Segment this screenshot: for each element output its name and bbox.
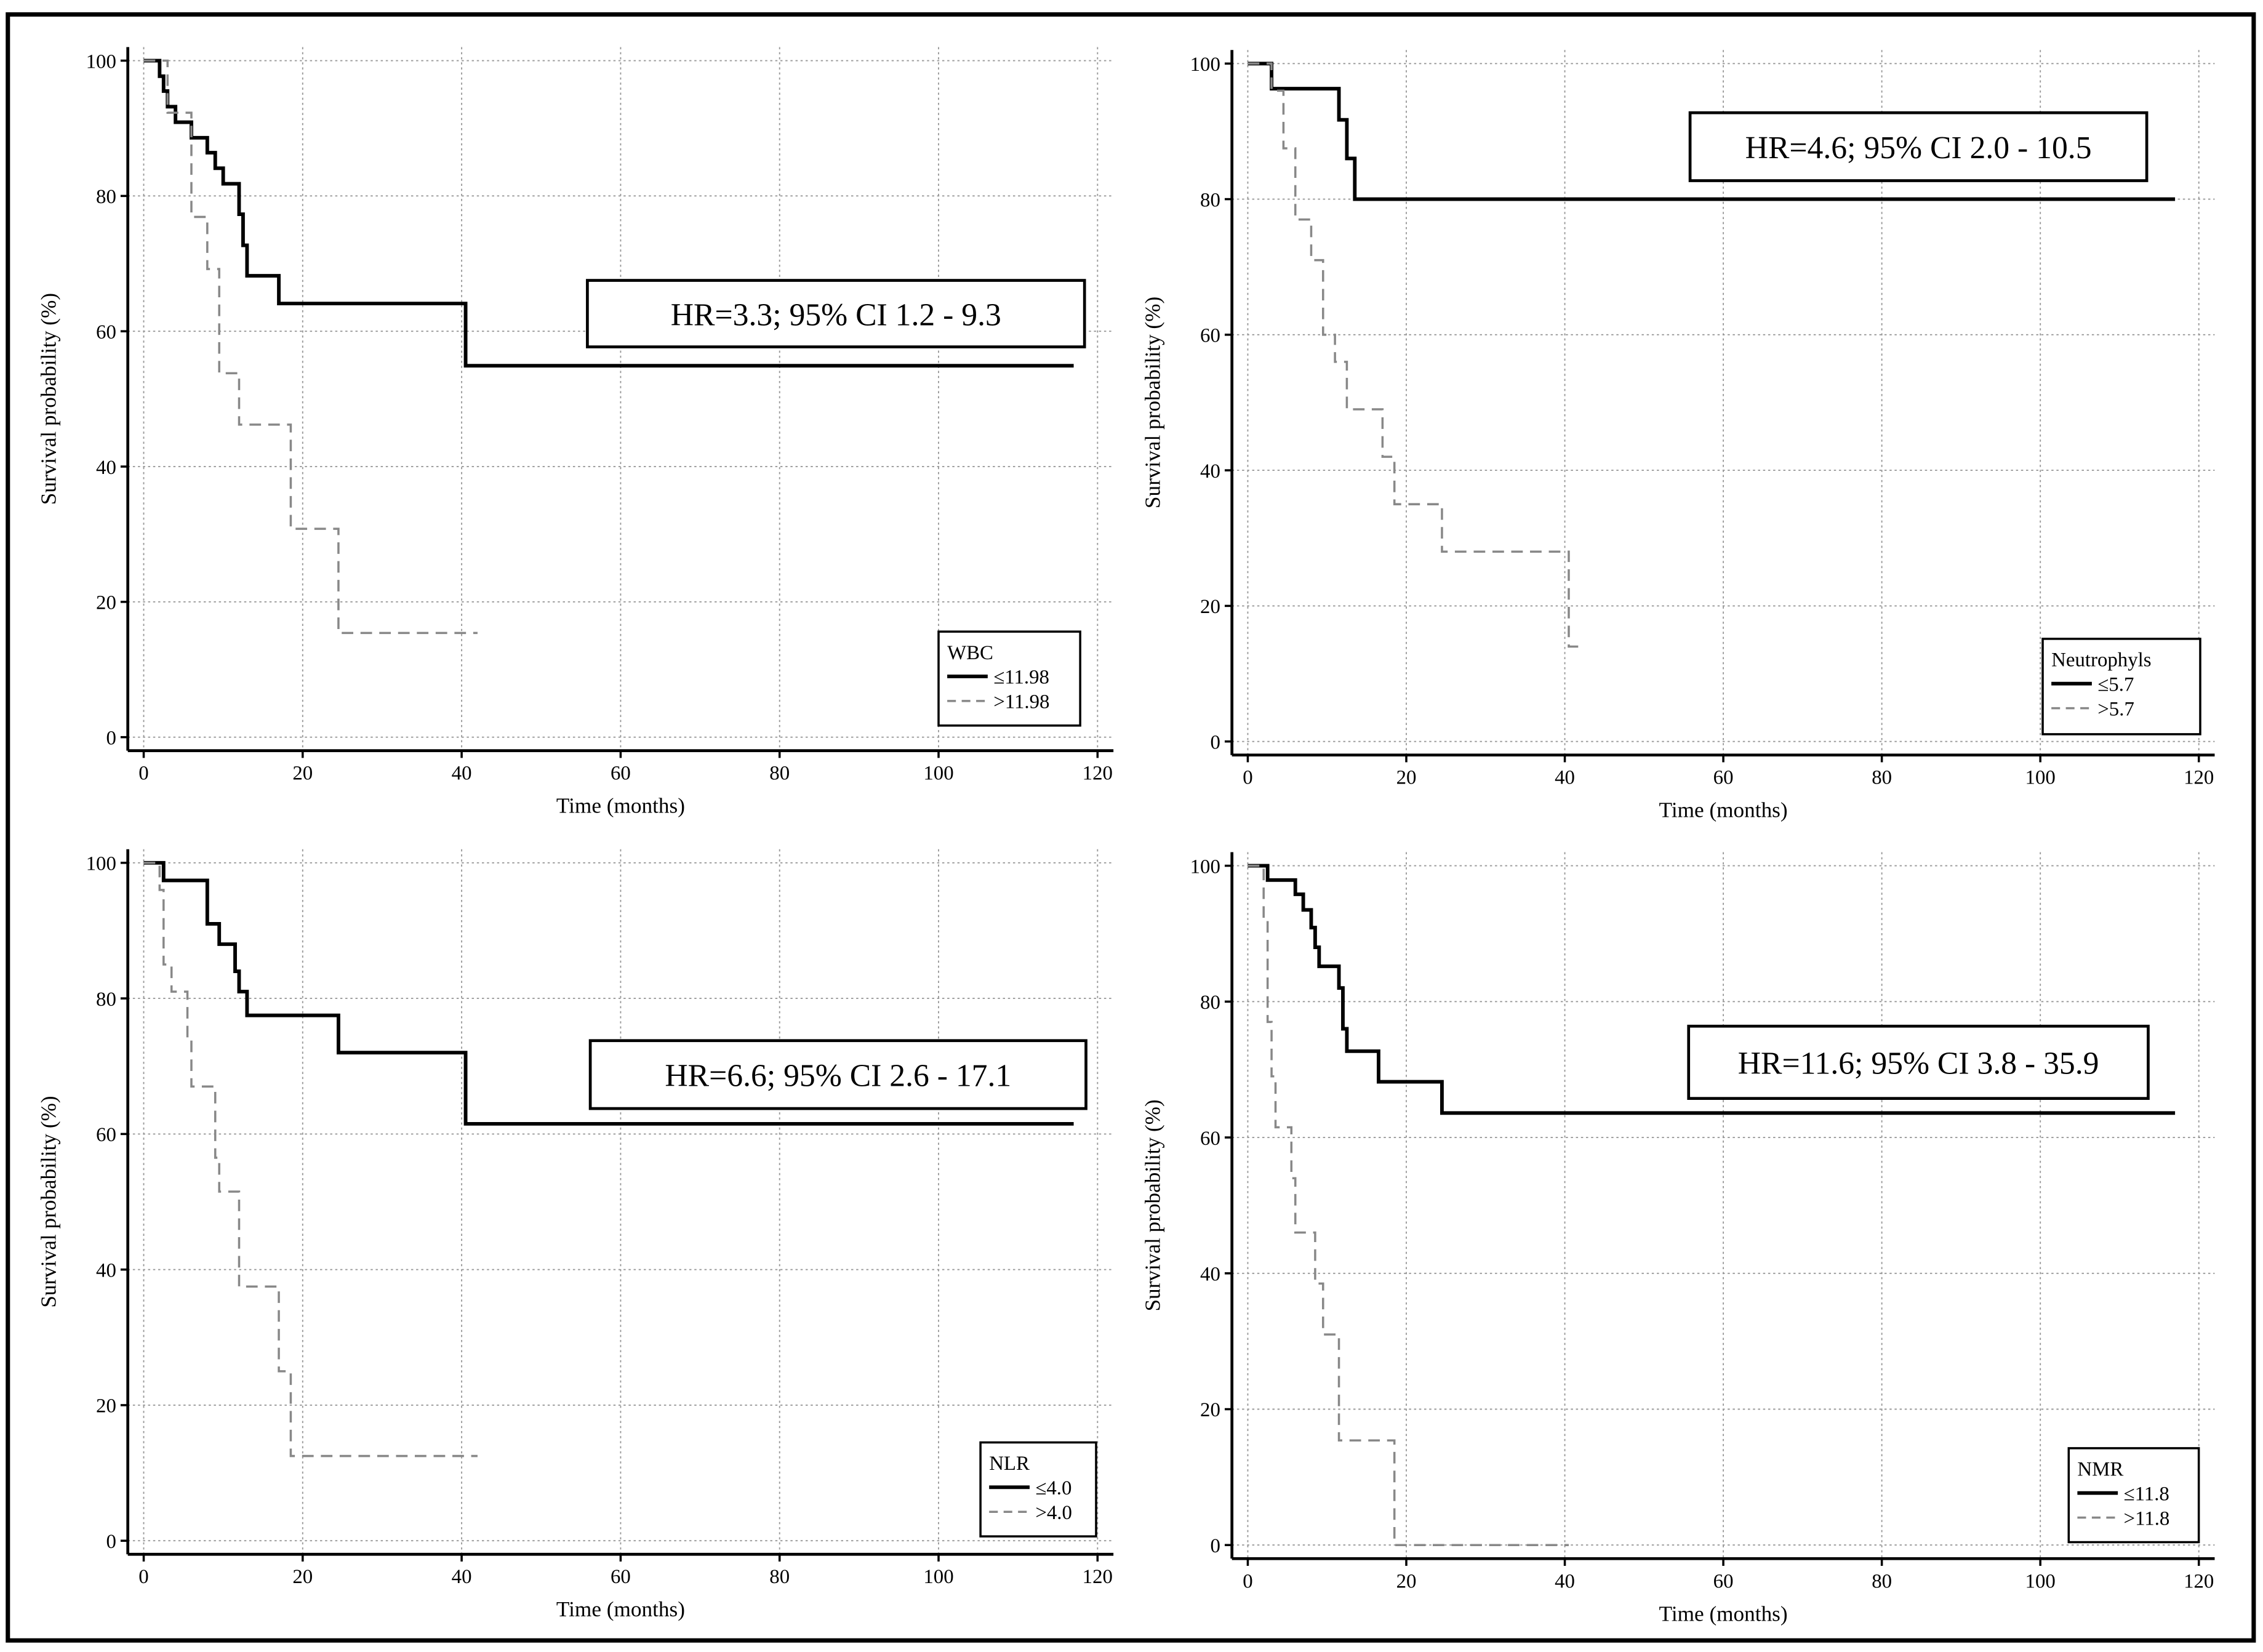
y-tick-label: 80 [1200, 189, 1220, 211]
x-tick-label: 80 [769, 1566, 790, 1588]
y-tick-label: 0 [106, 1531, 116, 1553]
annotation-box [1688, 111, 2149, 182]
annotation-box [1687, 1024, 2150, 1100]
y-tick-label: 20 [96, 592, 116, 614]
legend-label: ≤4.0 [1035, 1477, 1071, 1499]
survival-curve [143, 862, 478, 1458]
y-tick-label: 20 [1200, 1399, 1220, 1421]
y-tick-label: 100 [1190, 54, 1220, 76]
x-tick-label: 120 [1083, 1566, 1113, 1588]
y-tick-label: 40 [1200, 460, 1220, 483]
y-tick-label: 100 [86, 853, 116, 875]
legend-label: ≤11.8 [2124, 1483, 2169, 1505]
annotation: HR=4.6; 95% CI 2.0 - 10.5 [1745, 130, 2092, 166]
x-tick-label: 120 [2184, 1570, 2214, 1592]
y-tick-label: 0 [106, 727, 116, 749]
x-tick-label: 0 [1243, 767, 1252, 789]
y-tick-label: 100 [86, 50, 116, 73]
y-tick-label: 0 [1210, 1535, 1220, 1557]
x-tick-label: 100 [2025, 1570, 2056, 1592]
x-tick-label: 0 [138, 763, 148, 785]
legend-title: Neutrophyls [2051, 649, 2151, 672]
legend-label: >11.98 [993, 691, 1049, 713]
x-tick-label: 60 [611, 1566, 631, 1588]
x-tick-label: 0 [138, 1566, 148, 1588]
figure-border [6, 12, 2256, 1643]
x-axis-label: Time (months) [556, 794, 685, 818]
survival-curve [143, 58, 1074, 368]
x-tick-label: 100 [2025, 767, 2056, 789]
x-tick-label: 0 [1243, 1570, 1252, 1592]
y-tick-label: 80 [1200, 992, 1220, 1014]
legend-label: >5.7 [2097, 698, 2134, 720]
annotation: HR=3.3; 95% CI 1.2 - 9.3 [671, 297, 1001, 332]
x-tick-label: 80 [1872, 767, 1892, 789]
x-tick-label: 120 [2184, 767, 2214, 789]
x-tick-label: 120 [1083, 763, 1113, 785]
y-tick-label: 60 [96, 1124, 116, 1146]
legend-label: ≤11.98 [993, 667, 1049, 689]
legend-title: WBC [947, 642, 993, 664]
y-tick-label: 60 [1200, 1128, 1220, 1150]
legend-label: >4.0 [1035, 1502, 1072, 1524]
x-tick-label: 40 [1555, 1570, 1575, 1592]
x-axis-label: Time (months) [556, 1597, 685, 1621]
x-tick-label: 100 [923, 1566, 953, 1588]
survival-curve [143, 860, 1074, 1126]
y-axis-label: Survival probability (%) [36, 1096, 60, 1307]
x-tick-label: 40 [452, 1566, 472, 1588]
legend-label: ≤5.7 [2097, 673, 2134, 696]
y-tick-label: 40 [1200, 1264, 1220, 1286]
legend-box [937, 630, 1081, 727]
x-tick-label: 20 [292, 1566, 313, 1588]
y-tick-label: 0 [1210, 731, 1220, 753]
y-tick-label: 60 [1200, 325, 1220, 347]
x-tick-label: 40 [452, 763, 472, 785]
x-tick-label: 80 [1872, 1570, 1892, 1592]
x-tick-label: 20 [1396, 767, 1417, 789]
legend-title: NLR [989, 1453, 1030, 1475]
y-tick-label: 40 [96, 457, 116, 479]
y-axis-label: Survival probability (%) [1140, 1099, 1164, 1311]
y-tick-label: 20 [96, 1395, 116, 1417]
legend-title: NMR [2077, 1459, 2123, 1481]
survival-curve [1248, 864, 2176, 1115]
survival-curve [1248, 62, 1581, 648]
survival-curve [1248, 864, 1569, 1546]
y-tick-label: 80 [96, 186, 116, 208]
x-tick-label: 100 [923, 763, 953, 785]
x-tick-label: 60 [1713, 767, 1734, 789]
x-tick-label: 40 [1555, 767, 1575, 789]
x-tick-label: 20 [292, 763, 313, 785]
legend-box [979, 1441, 1097, 1538]
annotation: HR=11.6; 95% CI 3.8 - 35.9 [1738, 1046, 2099, 1081]
survival-curve [1248, 62, 2176, 201]
y-tick-label: 80 [96, 988, 116, 1011]
annotation-box [586, 279, 1086, 348]
x-axis-label: Time (months) [1659, 1602, 1788, 1626]
legend-box [2067, 1447, 2200, 1544]
y-axis-label: Survival probability (%) [1140, 297, 1164, 508]
legend-box [2041, 638, 2201, 736]
annotation-box [588, 1039, 1087, 1110]
x-axis-label: Time (months) [1659, 798, 1788, 822]
x-tick-label: 20 [1396, 1570, 1417, 1592]
y-axis-label: Survival probability (%) [36, 293, 60, 505]
y-tick-label: 60 [96, 321, 116, 343]
y-tick-label: 20 [1200, 596, 1220, 618]
x-tick-label: 80 [769, 763, 790, 785]
survival-curve [143, 59, 478, 635]
y-tick-label: 40 [96, 1259, 116, 1281]
annotation: HR=6.6; 95% CI 2.6 - 17.1 [665, 1059, 1011, 1094]
y-tick-label: 100 [1190, 856, 1220, 878]
x-tick-label: 60 [1713, 1570, 1734, 1592]
x-tick-label: 60 [611, 763, 631, 785]
legend-label: >11.8 [2124, 1507, 2170, 1530]
